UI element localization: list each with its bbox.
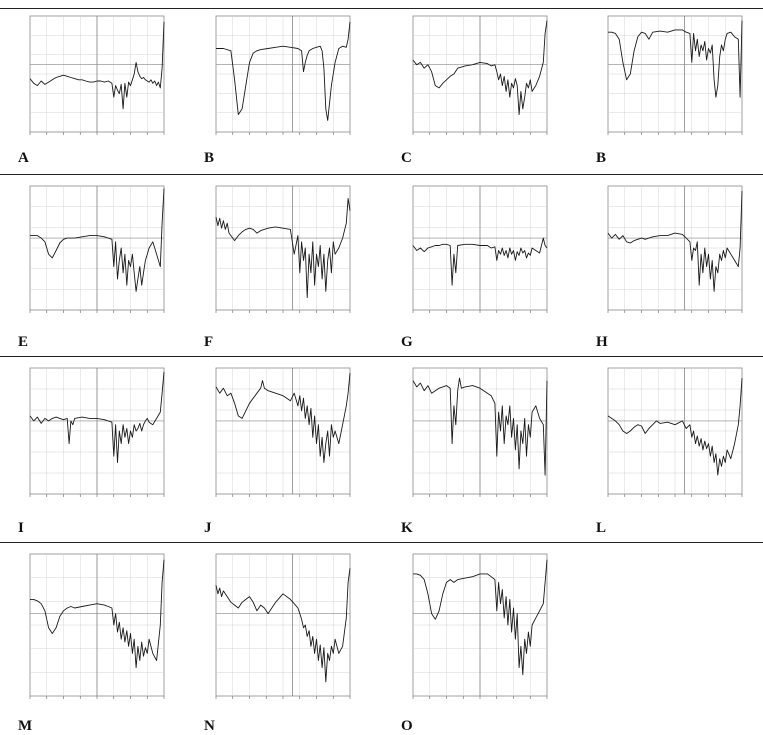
spectrum-panel — [598, 12, 746, 146]
spectrum-plot — [215, 367, 351, 497]
panel-letter: B — [204, 150, 215, 166]
spectrum-plot — [215, 185, 351, 313]
panel-letter: L — [596, 520, 607, 536]
panel-letter: E — [18, 334, 29, 350]
spectrum-series-line — [412, 20, 548, 116]
spectrum-panel — [20, 182, 168, 324]
panel-letter: C — [401, 150, 412, 166]
panel-letter: I — [18, 520, 24, 536]
spectrum-panel — [598, 364, 746, 508]
spectrum-plot — [412, 553, 548, 699]
spectrum-panel — [206, 550, 354, 710]
panel-letter: A — [18, 150, 29, 166]
panel-letter: N — [204, 718, 215, 734]
spectrum-series-line — [607, 378, 743, 476]
panel-letter: B — [596, 150, 607, 166]
spectrum-panel — [20, 364, 168, 508]
spectrum-plot — [215, 15, 351, 135]
spectrum-panel — [403, 182, 551, 324]
panel-letter: O — [401, 718, 413, 734]
spectrum-series-line — [607, 190, 743, 292]
spectrum-panel — [598, 182, 746, 324]
spectrum-plot — [412, 367, 548, 497]
panel-letter: G — [401, 334, 413, 350]
figure-top-rule — [0, 8, 763, 9]
panel-letter: K — [401, 520, 413, 536]
spectrum-series-line — [216, 21, 351, 121]
panel-letter: J — [204, 520, 212, 536]
spectrum-series-line — [30, 188, 165, 292]
spectrum-plot — [412, 185, 548, 313]
spectrum-series-line — [412, 377, 548, 476]
spectrum-panel — [403, 364, 551, 508]
spectrum-panel — [206, 364, 354, 508]
spectrum-series-line — [30, 559, 165, 669]
spectrum-plot — [607, 185, 743, 313]
panel-letter: F — [204, 334, 214, 350]
spectrum-plot — [29, 553, 165, 699]
spectrum-series-line — [413, 559, 548, 676]
spectrum-series-line — [608, 20, 743, 98]
row-divider — [0, 356, 763, 357]
spectrum-series-line — [215, 197, 351, 299]
spectrum-series-line — [412, 237, 548, 286]
spectrum-plot — [215, 553, 351, 699]
spectrum-plot — [412, 15, 548, 135]
spectrum-series-line — [215, 568, 351, 683]
spectrum-plot — [29, 15, 165, 135]
row-divider — [0, 542, 763, 543]
spectrum-plot — [29, 367, 165, 497]
spectrum-plot — [607, 15, 743, 135]
spectrum-series-line — [215, 372, 351, 463]
spectrum-plot — [607, 367, 743, 497]
spectrum-series-line — [29, 21, 165, 110]
panel-letter: M — [18, 718, 33, 734]
spectrum-panel — [20, 550, 168, 710]
spectrum-panel — [403, 12, 551, 146]
spectrum-panel — [206, 12, 354, 146]
panel-letter: H — [596, 334, 608, 350]
spectrum-panel — [403, 550, 551, 710]
spectrum-panel — [206, 182, 354, 324]
spectrum-series-line — [29, 371, 165, 463]
spectrum-panel — [20, 12, 168, 146]
row-divider — [0, 174, 763, 175]
spectrum-plot — [29, 185, 165, 313]
